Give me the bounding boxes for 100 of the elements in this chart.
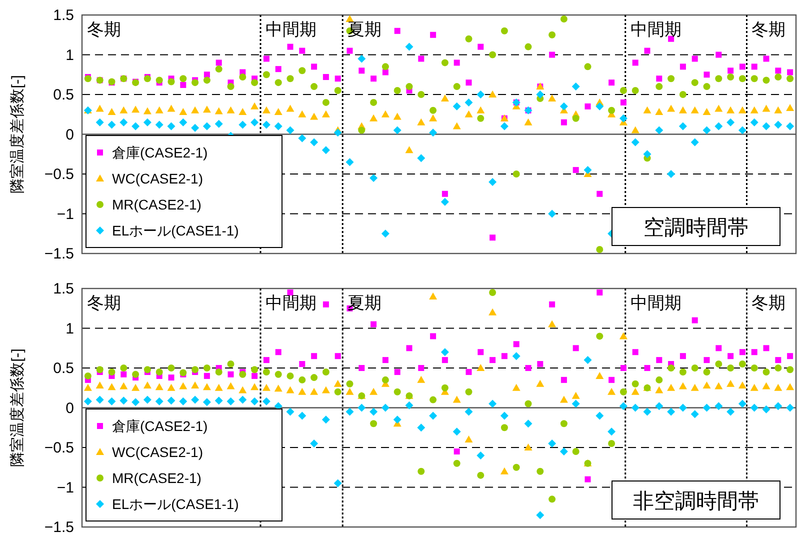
point xyxy=(620,388,627,396)
point xyxy=(346,408,354,416)
point xyxy=(262,120,270,129)
point xyxy=(584,356,592,364)
point xyxy=(560,102,568,110)
point xyxy=(716,345,722,352)
point xyxy=(679,368,686,376)
point xyxy=(262,106,270,114)
point xyxy=(179,108,188,115)
point xyxy=(299,361,306,368)
point xyxy=(179,118,188,126)
point xyxy=(608,388,616,395)
point xyxy=(620,87,627,94)
point xyxy=(489,288,496,296)
point xyxy=(572,345,579,352)
point xyxy=(202,383,211,390)
point xyxy=(763,56,770,62)
point xyxy=(728,353,734,360)
point xyxy=(702,381,711,388)
point xyxy=(203,364,210,372)
point xyxy=(216,60,222,66)
point xyxy=(656,376,663,384)
point xyxy=(84,384,92,391)
point xyxy=(132,122,140,130)
point xyxy=(381,404,390,412)
point xyxy=(215,368,222,376)
point xyxy=(180,75,187,82)
point xyxy=(203,76,210,84)
point xyxy=(477,472,484,479)
point xyxy=(334,87,342,94)
point xyxy=(287,44,294,50)
point xyxy=(167,396,176,405)
point xyxy=(490,357,496,364)
point xyxy=(120,382,128,390)
legend-label: ELホール(CASE1-1) xyxy=(112,496,239,512)
point xyxy=(726,408,735,416)
point xyxy=(548,31,556,38)
point xyxy=(144,366,151,374)
point xyxy=(204,72,210,78)
y-tick-label: 0.5 xyxy=(53,86,74,104)
point xyxy=(358,126,366,134)
point xyxy=(477,114,484,122)
y-tick-label: −1.5 xyxy=(44,519,74,536)
point xyxy=(274,108,282,115)
point xyxy=(655,126,664,134)
point xyxy=(714,122,723,130)
point xyxy=(310,374,318,382)
point xyxy=(644,365,650,371)
point xyxy=(715,75,722,82)
y-tick-label: −1 xyxy=(56,479,74,496)
point xyxy=(429,292,438,300)
point xyxy=(239,370,246,378)
point xyxy=(370,321,377,328)
point xyxy=(108,108,116,115)
point xyxy=(310,138,318,146)
point xyxy=(644,48,650,54)
point xyxy=(370,174,378,182)
point xyxy=(202,106,211,113)
point xyxy=(726,380,735,387)
point xyxy=(596,412,604,420)
point xyxy=(536,468,544,475)
point xyxy=(643,150,652,158)
y-tick-label: −1 xyxy=(56,206,74,223)
point xyxy=(250,102,259,110)
point xyxy=(226,106,235,114)
point xyxy=(738,381,746,388)
y-tick-label: −1.5 xyxy=(44,246,74,262)
point xyxy=(311,64,318,70)
point xyxy=(108,368,116,376)
point xyxy=(548,440,556,448)
point xyxy=(703,83,710,90)
point xyxy=(370,420,378,428)
point xyxy=(774,74,782,81)
point xyxy=(144,75,151,82)
point xyxy=(608,440,616,448)
point xyxy=(478,349,484,356)
point xyxy=(346,158,354,166)
point xyxy=(572,114,580,122)
point xyxy=(656,357,662,364)
point xyxy=(227,360,234,368)
point xyxy=(381,110,390,118)
point xyxy=(572,82,580,91)
point xyxy=(96,396,104,404)
point xyxy=(322,146,330,154)
point xyxy=(310,388,318,395)
point xyxy=(692,317,698,324)
point xyxy=(180,82,186,88)
point xyxy=(417,154,426,162)
point xyxy=(452,428,461,436)
point xyxy=(120,396,128,405)
point xyxy=(346,48,353,54)
point xyxy=(584,63,592,70)
point xyxy=(179,382,188,390)
point xyxy=(774,364,782,372)
point xyxy=(500,424,508,432)
point xyxy=(727,364,734,372)
point xyxy=(441,384,448,392)
point xyxy=(478,44,484,50)
point xyxy=(429,412,438,420)
point xyxy=(537,361,544,368)
